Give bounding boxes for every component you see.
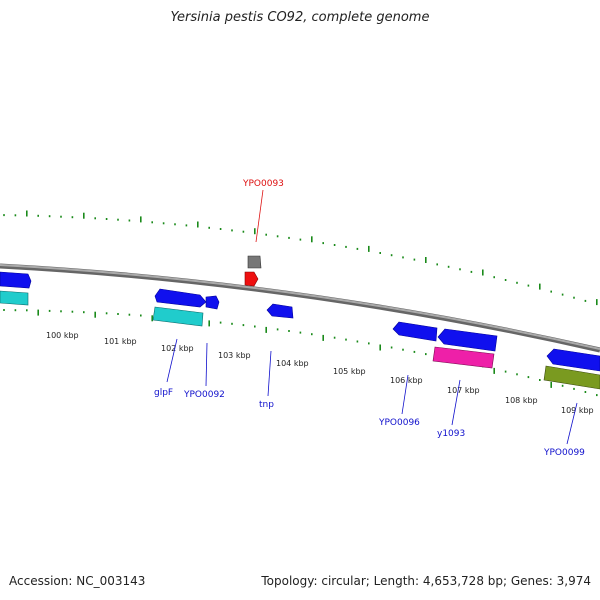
gene-feature[interactable] xyxy=(0,271,32,289)
leader-line xyxy=(401,374,409,415)
lower-tick-track xyxy=(3,309,598,397)
gene-glpF[interactable] xyxy=(152,306,204,327)
genome-backbone xyxy=(0,263,600,353)
map-title: Yersinia pestis CO92, complete genome xyxy=(170,10,430,25)
gene-label-YPO0096[interactable]: YPO0096 xyxy=(378,418,420,428)
gene-feature[interactable] xyxy=(154,288,207,308)
gene-feature[interactable] xyxy=(205,295,220,310)
gene-YPO0096[interactable] xyxy=(392,321,438,342)
gene-YPO0093[interactable] xyxy=(244,271,259,287)
gene-feature[interactable] xyxy=(0,290,29,306)
gene-label-YPO0092[interactable]: YPO0092 xyxy=(183,390,225,400)
gene-label-y1093[interactable]: y1093 xyxy=(437,429,465,439)
tick-label: 103 kbp xyxy=(218,351,251,360)
gene-label-YPO0093[interactable]: YPO0093 xyxy=(242,179,284,189)
tick-label: 105 kbp xyxy=(333,367,366,376)
gene-label-tnp[interactable]: tnp xyxy=(259,400,274,410)
tick-label: 102 kbp xyxy=(161,344,194,353)
gene-label-YPO0099[interactable]: YPO0099 xyxy=(543,448,585,458)
tick-label: 107 kbp xyxy=(447,386,480,395)
gene-feature[interactable] xyxy=(247,255,262,269)
upper-tick-track xyxy=(3,210,598,306)
genome-summary: Topology: circular; Length: 4,653,728 bp… xyxy=(261,574,591,588)
leader-line xyxy=(255,189,264,243)
gene-label-glpF[interactable]: glpF xyxy=(154,388,173,398)
accession-label: Accession: NC_003143 xyxy=(9,574,146,588)
leader-line xyxy=(166,338,178,383)
leader-line xyxy=(267,350,272,397)
tick-label: 109 kbp xyxy=(561,406,594,415)
tick-label: 106 kbp xyxy=(390,376,423,385)
gene-y1093[interactable] xyxy=(432,346,495,369)
genome-backbone-highlight xyxy=(0,264,600,350)
leader-line xyxy=(205,342,208,387)
gene-feature[interactable] xyxy=(437,328,498,352)
tick-label: 100 kbp xyxy=(46,331,79,340)
tick-label: 104 kbp xyxy=(276,359,309,368)
gene-tnp[interactable] xyxy=(266,303,294,319)
gene-YPO0099[interactable] xyxy=(543,365,600,390)
tick-label: 108 kbp xyxy=(505,396,538,405)
tick-label: 101 kbp xyxy=(104,337,137,346)
leader-line xyxy=(566,402,578,445)
leader-line xyxy=(451,379,461,426)
gene-feature[interactable] xyxy=(546,348,600,372)
